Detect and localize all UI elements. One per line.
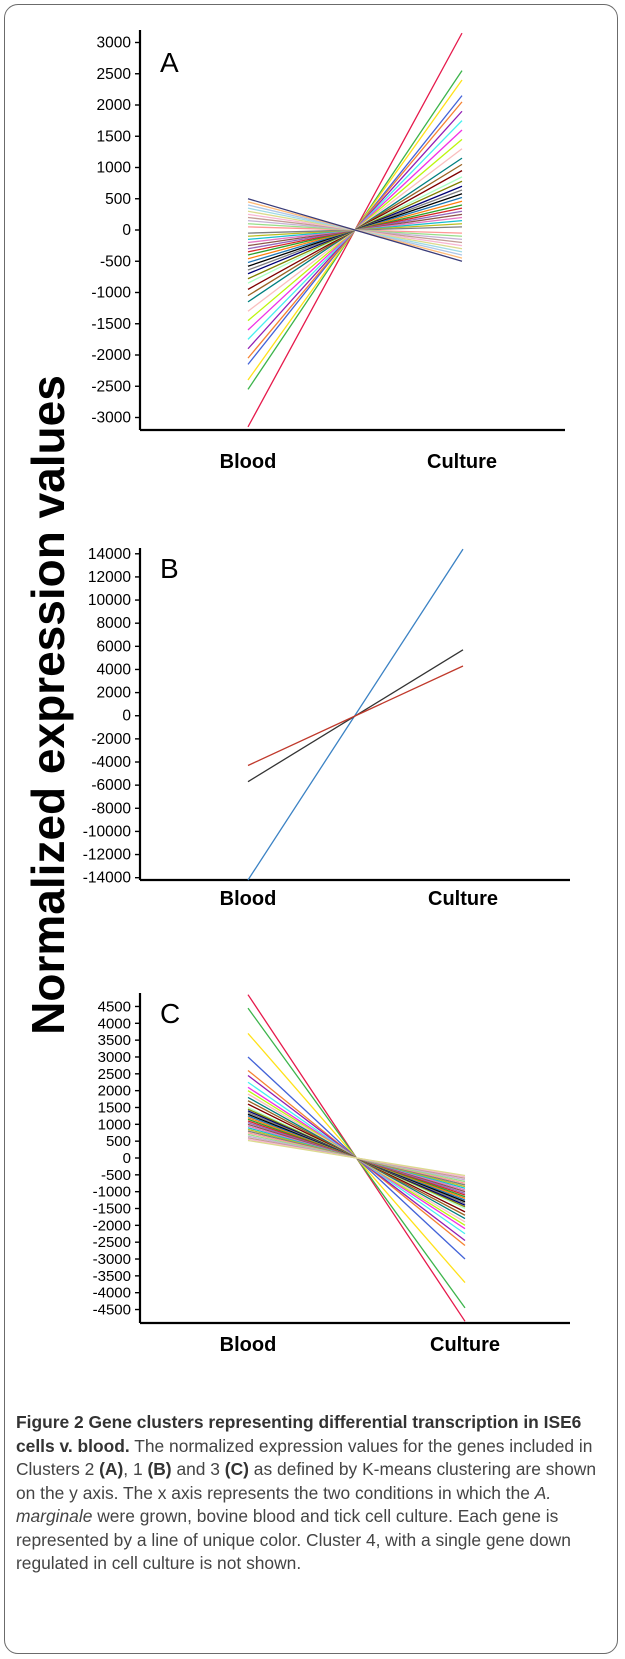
panel-letter: A bbox=[160, 47, 179, 78]
gene-line bbox=[247, 548, 464, 881]
figure-caption: Figure 2 Gene clusters representing diff… bbox=[16, 1411, 612, 1576]
y-tick-label: -500 bbox=[100, 253, 131, 270]
y-tick-label: -8000 bbox=[91, 800, 131, 817]
caption-text-5: were grown, bovine blood and tick cell c… bbox=[16, 1506, 571, 1573]
y-tick-label: 1000 bbox=[98, 1116, 131, 1133]
y-tick-label: 1000 bbox=[97, 160, 132, 177]
caption-text-1: The normalized expression values for the… bbox=[16, 1435, 593, 1480]
caption-text-2: , 1 bbox=[123, 1459, 148, 1479]
gene-line bbox=[247, 665, 464, 767]
y-tick-label: -2000 bbox=[93, 1217, 131, 1234]
y-tick-label: 2500 bbox=[98, 1066, 131, 1083]
x-category-label: Blood bbox=[220, 1334, 277, 1356]
y-tick-label: 2500 bbox=[97, 66, 132, 83]
caption-ref-c: (C) bbox=[224, 1459, 249, 1479]
gene-line bbox=[247, 1139, 466, 1177]
y-tick-label: 1500 bbox=[98, 1099, 131, 1116]
x-category-label: Culture bbox=[427, 451, 497, 473]
y-tick-label: 4000 bbox=[98, 1015, 131, 1032]
y-tick-label: -14000 bbox=[83, 870, 132, 887]
caption-text-3: and 3 bbox=[171, 1459, 225, 1479]
y-tick-label: -1500 bbox=[91, 316, 131, 333]
figure-charts: Normalized expression values 30002500200… bbox=[22, 30, 570, 1356]
y-tick-label: -3000 bbox=[93, 1251, 131, 1268]
y-tick-label: 4500 bbox=[98, 998, 131, 1015]
y-tick-label: 0 bbox=[122, 708, 131, 725]
y-tick-label: 14000 bbox=[88, 546, 131, 563]
y-tick-label: 8000 bbox=[97, 615, 132, 632]
x-category-label: Blood bbox=[220, 888, 277, 910]
y-tick-label: 500 bbox=[105, 191, 131, 208]
y-tick-label: -2000 bbox=[91, 347, 131, 364]
y-tick-label: 3500 bbox=[98, 1032, 131, 1049]
caption-species: A. marginale bbox=[16, 1482, 552, 1527]
caption-ref-a: (A) bbox=[99, 1459, 124, 1479]
y-tick-label: 1500 bbox=[97, 128, 132, 145]
panel-letter: B bbox=[160, 553, 179, 584]
y-tick-label: -2500 bbox=[91, 378, 131, 395]
y-tick-label: -2500 bbox=[93, 1234, 131, 1251]
y-tick-label: -4000 bbox=[93, 1285, 131, 1302]
y-tick-label: 2000 bbox=[97, 97, 132, 114]
y-tick-label: -3000 bbox=[91, 410, 131, 427]
x-category-label: Culture bbox=[428, 888, 498, 910]
gene-line bbox=[247, 198, 463, 262]
y-tick-label: -4000 bbox=[91, 754, 131, 771]
chart-b: 14000 12000 10000 8000 6000 4000 2000 0 -2000 -40… bbox=[83, 546, 570, 910]
chart-a: 3000 2500 2000 1500 1000 500 0 -500 -1000 -1500 -2… bbox=[91, 30, 565, 473]
y-axis-label: Normalized expression values bbox=[22, 375, 74, 1035]
caption-ref-b: (B) bbox=[147, 1459, 172, 1479]
y-tick-label: -1000 bbox=[93, 1184, 131, 1201]
y-tick-label: -3500 bbox=[93, 1268, 131, 1285]
y-tick-label: 2000 bbox=[97, 685, 132, 702]
y-tick-label: -12000 bbox=[83, 847, 132, 864]
y-tick-label: -4500 bbox=[93, 1302, 131, 1319]
panel-letter: C bbox=[160, 998, 180, 1029]
x-category-label: Culture bbox=[430, 1334, 500, 1356]
y-tick-label: 500 bbox=[106, 1133, 131, 1150]
y-tick-label: -1500 bbox=[93, 1201, 131, 1218]
y-tick-label: 3000 bbox=[97, 35, 132, 52]
y-tick-label: -6000 bbox=[91, 777, 131, 794]
y-tick-label: 10000 bbox=[88, 592, 131, 609]
y-tick-label: 2000 bbox=[98, 1083, 131, 1100]
y-tick-label: 6000 bbox=[97, 638, 132, 655]
y-tick-label: -2000 bbox=[91, 731, 131, 748]
y-tick-label: -500 bbox=[101, 1167, 131, 1184]
y-tick-label: 4000 bbox=[97, 661, 132, 678]
caption-title: Figure 2 Gene clusters representing diff… bbox=[16, 1412, 582, 1456]
y-tick-label: 3000 bbox=[98, 1049, 131, 1066]
caption-text-4: as defined by K-means clustering are sho… bbox=[16, 1459, 596, 1503]
y-tick-label: 0 bbox=[123, 1150, 131, 1167]
y-tick-label: -10000 bbox=[83, 823, 132, 840]
y-tick-label: 0 bbox=[122, 222, 131, 239]
y-tick-label: 12000 bbox=[88, 569, 131, 586]
chart-c: 450040003500300025002000150010005000-500… bbox=[93, 993, 570, 1356]
x-category-label: Blood bbox=[220, 451, 277, 473]
y-tick-label: -1000 bbox=[91, 285, 131, 302]
